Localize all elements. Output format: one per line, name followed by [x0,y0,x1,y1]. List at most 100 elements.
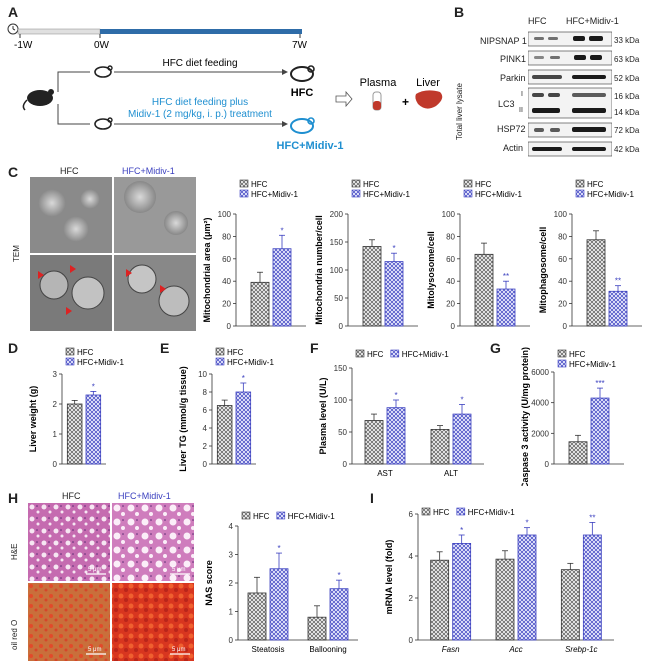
y-tick-label: 0 [227,322,232,331]
x-category-label: ALT [444,469,458,478]
significance-mark: * [525,519,528,528]
panel-label-a: A [8,4,19,20]
y-tick-label: 100 [334,396,348,405]
y-tick-label: 40 [558,277,567,286]
mouse-icon-midiv-end [290,117,315,134]
histo-col-midiv: HFC+Midiv-1 [118,491,171,501]
y-tick-label: 100 [218,210,232,219]
y-tick-label: 60 [446,255,455,264]
liver-icon [415,90,443,109]
y-axis-label: Plasma level (U/L) [318,377,328,454]
y-tick-label: 40 [446,277,455,286]
tem-micrographs [30,177,196,331]
timeline-treatment [100,29,302,34]
bar [269,568,289,641]
y-tick-label: 100 [554,210,568,219]
scale-bar-4: 5 μm [172,647,186,653]
y-tick-label: 60 [558,255,567,264]
legend-swatch [463,189,473,198]
significance-mark: * [460,526,463,535]
legend-swatch [65,347,75,356]
clock-icon [7,23,19,35]
blot-row-label-lc3: LC3 [498,99,515,109]
chart-mitolysosome: 0 20 40 60 80 100 Mitolysosome/cell HFCHFC+Midi… [426,179,530,331]
blot-kda-nipsnap1: 33 kDa [614,36,640,45]
hfc-diet-label: HFC diet feeding [162,58,237,69]
legend-label: HFC [367,350,384,359]
y-tick-label: 0 [229,636,234,645]
significance-mark: * [337,571,340,580]
histo-row-oilred: oil red O [10,619,19,650]
y-tick-label: 0 [545,460,550,469]
bar [384,261,404,327]
y-tick-label: 80 [222,232,231,241]
significance-mark: * [280,226,283,235]
blot-lc3-sub-ii: II [519,107,523,114]
chart-mitophagosome: 0 20 40 60 80 100 Mitophagosome/cell HFCHFC+Mid… [538,179,642,331]
bar [517,534,537,641]
x-category-label: Fasn [442,645,460,654]
bar [430,429,450,465]
y-tick-label: 80 [446,232,455,241]
chart-mrna-level: 0 2 4 6 mRNA level (fold) HFC HFC+Midiv-1 * Fasn… [384,507,614,654]
legend-swatch [351,189,361,198]
legend-swatch [557,349,567,358]
panel-label-h: H [8,490,19,506]
y-axis-label: Mitochondria number/cell [314,215,324,325]
significance-mark: * [92,382,95,391]
liver-label: Liver [416,77,440,89]
legend-label: HFC+Midiv-1 [288,512,335,521]
group-label-hfc: HFC [291,87,314,99]
legend-label: HFC+Midiv-1 [77,358,124,367]
panel-a-schematic: -1W 0W 7W HFC diet feeding HFC diet feed… [7,23,443,152]
bar [329,588,349,641]
blot-row-label-pink1: PINK1 [500,54,527,64]
y-tick-label: 10 [198,370,207,379]
legend-label: HFC+Midiv-1 [569,360,616,369]
y-axis-label: Liver weight (g) [28,386,38,453]
bar [362,246,382,327]
tick-label-7w: 7W [292,40,308,51]
significance-mark: ** [503,272,509,281]
legend-swatch [239,179,249,188]
y-tick-label: 0 [339,322,344,331]
y-tick-label: 4000 [531,399,549,408]
plus-sign: + [402,95,409,109]
panel-label-g: G [490,340,501,356]
y-axis-label: Liver TG (mmol/g tissue) [178,366,188,472]
bar [568,441,588,465]
legend-swatch [276,511,286,520]
bar [590,397,610,465]
panel-label-i: I [370,490,374,506]
legend-label: HFC [251,180,268,189]
bar [496,288,516,327]
y-tick-label: 6000 [531,368,549,377]
chart-nas-score: 0 1 2 3 4 NAS score HFC HFC+Midiv-1 * Steatosis * B… [204,511,358,654]
y-tick-label: 20 [558,300,567,309]
blot-lc3-sub-i: I [521,91,523,98]
plasma-label: Plasma [360,77,398,89]
bar [582,534,602,641]
y-tick-label: 100 [442,210,456,219]
y-tick-label: 8 [203,388,208,397]
y-tick-label: 4 [409,552,414,561]
legend-label: HFC [569,350,586,359]
legend-swatch [65,357,75,366]
blot-row-label-actin: Actin [503,143,524,153]
legend-label: HFC+Midiv-1 [475,190,522,199]
tick-label-minus1w: -1W [14,40,33,51]
y-tick-label: 100 [330,266,344,275]
bar [586,239,606,327]
y-tick-label: 80 [558,232,567,241]
blot-kda-hsp72: 72 kDa [614,126,640,135]
panel-label-e: E [160,340,170,356]
tem-side-label: TEM [12,245,21,262]
legend-swatch [557,359,567,368]
y-tick-label: 50 [338,428,347,437]
histo-row-he: H&E [10,543,19,560]
bar [235,391,252,465]
legend-swatch [463,179,473,188]
y-tick-label: 4 [203,424,208,433]
y-axis-label: Caspase 3 activity (U/mg protein) [520,347,530,486]
